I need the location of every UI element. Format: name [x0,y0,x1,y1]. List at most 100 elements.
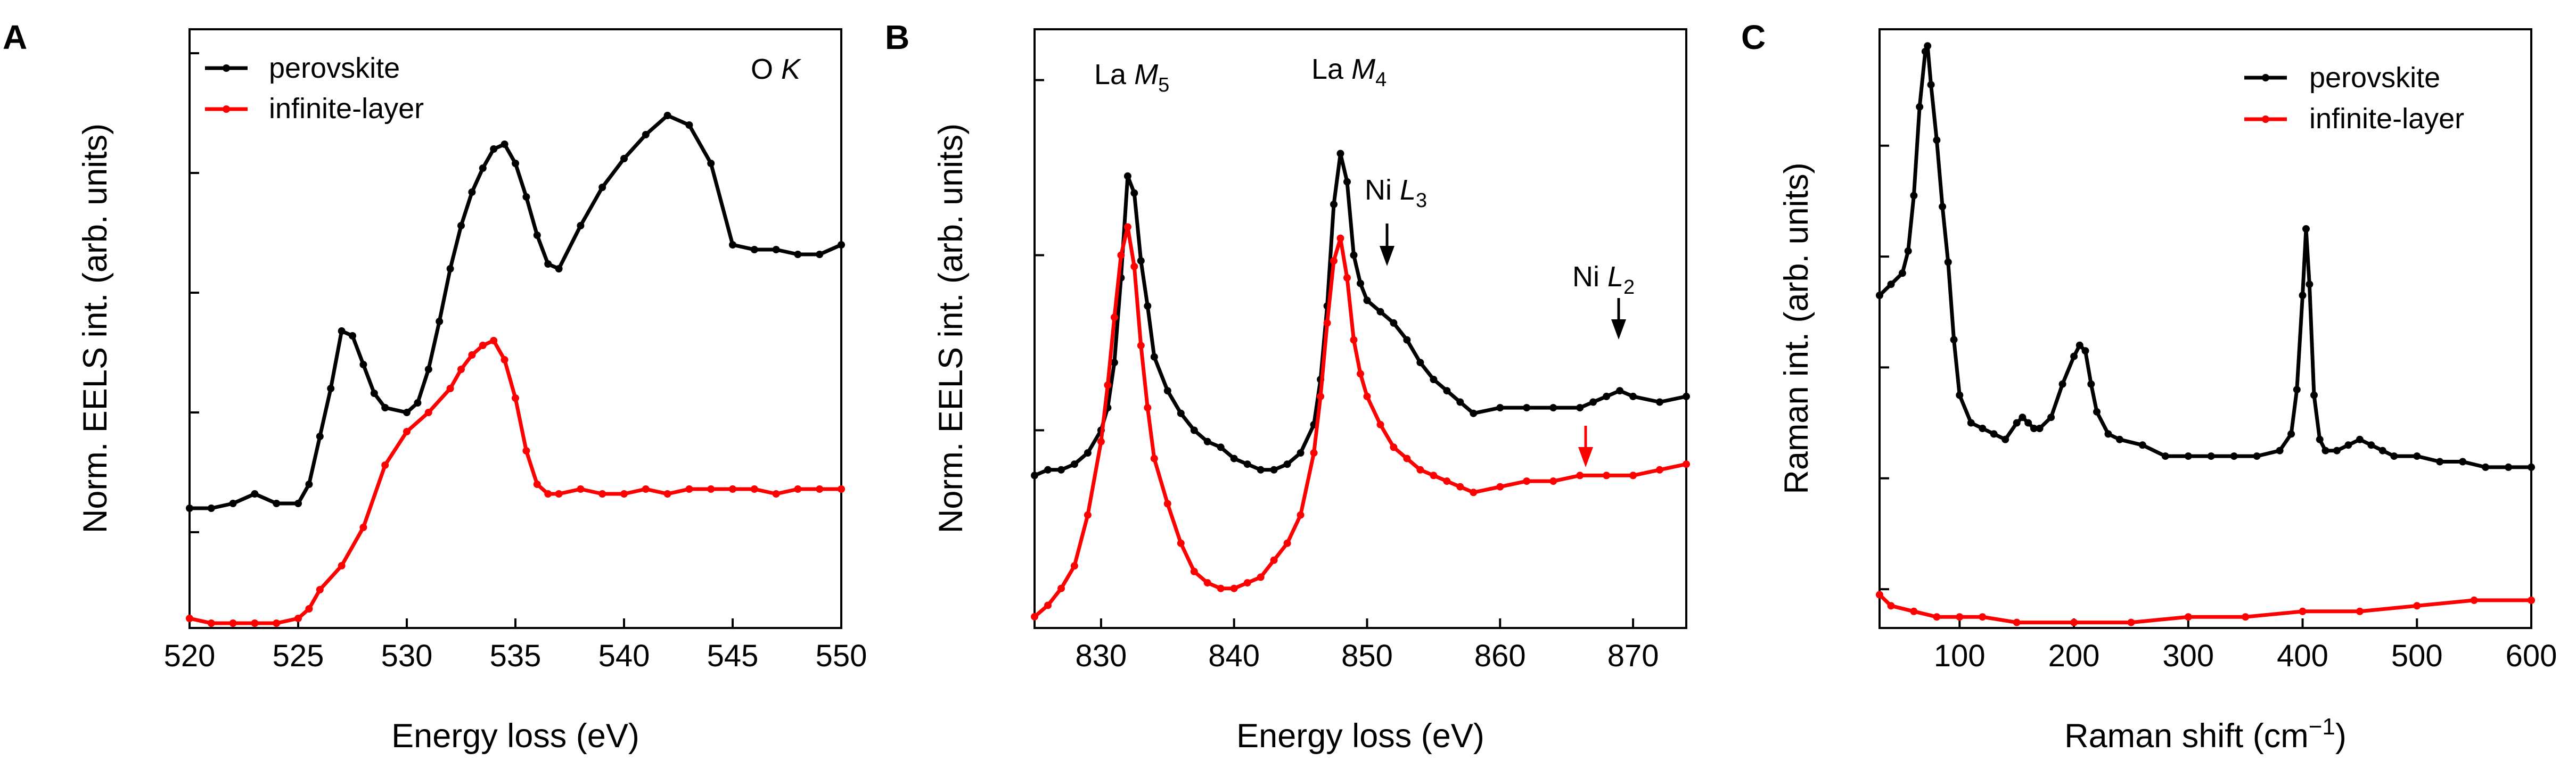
data-point-b-infinite-layer-18 [1217,584,1225,592]
data-point-c-perovskite-51 [2378,447,2386,454]
data-point-a-infinite-layer-2 [229,619,237,627]
data-point-a-perovskite-34 [685,121,693,129]
data-point-a-infinite-layer-32 [750,485,758,493]
data-point-b-perovskite-30 [1343,178,1351,186]
data-point-b-perovskite-14 [1163,387,1171,395]
data-point-c-perovskite-41 [2299,292,2307,299]
data-point-b-perovskite-35 [1390,319,1398,327]
data-point-c-perovskite-33 [2161,452,2169,460]
data-point-b-infinite-layer-21 [1257,573,1265,581]
data-point-c-perovskite-37 [2253,452,2261,460]
data-point-a-perovskite-13 [381,404,389,411]
legend-label-perovskite: perovskite [269,52,400,84]
data-point-c-perovskite-11 [1944,258,1952,266]
data-point-b-infinite-layer-35 [1390,443,1398,451]
data-point-a-infinite-layer-22 [544,490,552,498]
data-point-c-infinite-layer-1 [1887,602,1895,610]
data-point-b-perovskite-21 [1257,466,1265,474]
data-point-c-infinite-layer-8 [2127,618,2135,626]
data-point-b-infinite-layer-49 [1683,460,1690,468]
x-tick-label-c-1: 200 [2048,639,2100,673]
data-point-c-infinite-layer-3 [1933,613,1941,621]
data-point-a-perovskite-22 [490,145,498,153]
data-point-c-perovskite-7 [1924,42,1932,50]
data-point-b-infinite-layer-40 [1456,483,1464,491]
data-point-a-perovskite-31 [620,155,628,162]
x-tick-label-a-0: 520 [164,639,216,673]
arrow-ni-l3-icon [1380,224,1394,266]
data-point-b-perovskite-42 [1496,404,1504,412]
data-point-b-infinite-layer-30 [1343,274,1351,282]
data-point-a-perovskite-17 [436,318,444,325]
data-point-c-perovskite-57 [2505,463,2513,471]
panel-a: 520 525 530 535 540 545 550 Norm. EELS int. (a… [77,28,867,755]
la-m4-italic: M [1351,53,1375,85]
x-tick-label-c-0: 100 [1934,639,1986,673]
data-point-c-perovskite-38 [2276,447,2284,454]
data-point-a-perovskite-39 [794,251,802,258]
data-point-c-perovskite-52 [2390,452,2398,460]
data-point-b-infinite-layer-6 [1104,381,1112,389]
data-point-b-perovskite-0 [1031,472,1038,480]
legend-marker-infinite-layer-c [2262,115,2269,123]
data-point-b-infinite-layer-45 [1576,472,1584,480]
data-point-c-perovskite-43 [2306,280,2314,288]
legend-marker-perovskite [223,64,230,72]
data-point-a-perovskite-28 [555,265,563,272]
data-point-a-infinite-layer-34 [794,485,802,493]
series-line-b-perovskite [1033,152,1687,477]
data-point-a-perovskite-12 [370,390,378,397]
data-point-a-perovskite-16 [424,366,432,373]
raman-xlabel-sup: −1 [2309,714,2335,740]
arrow-ni-l2-red-icon [1578,426,1593,467]
data-point-a-infinite-layer-5 [294,615,302,622]
la-m4-sub: 4 [1375,69,1387,91]
panel-label-b: B [885,18,909,56]
data-point-b-perovskite-11 [1137,257,1145,265]
data-point-a-infinite-layer-9 [359,524,367,531]
data-point-a-perovskite-14 [403,409,411,416]
data-point-a-infinite-layer-36 [838,485,845,493]
data-point-a-perovskite-24 [512,160,519,167]
x-tick-label-b-3: 860 [1474,639,1526,673]
data-point-b-perovskite-36 [1403,336,1411,344]
la-m4-prefix: La [1311,53,1351,85]
x-tick-label-a-2: 530 [381,639,433,673]
legend-label-infinite-layer: infinite-layer [269,93,424,125]
data-point-a-perovskite-21 [479,164,487,172]
data-point-c-perovskite-2 [1898,269,1906,277]
data-point-a-perovskite-36 [729,241,736,249]
data-point-c-perovskite-1 [1887,280,1895,288]
data-point-b-infinite-layer-29 [1336,234,1344,242]
data-point-c-infinite-layer-14 [2470,596,2478,604]
data-point-a-infinite-layer-10 [381,461,389,469]
data-point-a-infinite-layer-13 [446,385,454,392]
data-point-b-perovskite-43 [1523,404,1531,412]
data-point-c-perovskite-20 [2024,419,2032,427]
data-point-b-infinite-layer-10 [1130,262,1138,270]
data-point-b-perovskite-50 [1656,398,1663,406]
data-point-a-perovskite-10 [349,332,356,340]
x-tick-label-a-1: 525 [273,639,324,673]
data-point-a-infinite-layer-24 [577,485,585,493]
data-point-b-perovskite-9 [1123,172,1131,180]
data-point-b-infinite-layer-14 [1163,500,1171,508]
data-point-b-perovskite-10 [1130,189,1138,197]
data-point-a-infinite-layer-4 [273,619,281,627]
data-point-c-perovskite-31 [2115,435,2123,443]
data-point-b-perovskite-45 [1576,404,1584,412]
data-point-c-perovskite-44 [2310,391,2318,399]
data-point-c-perovskite-58 [2528,463,2535,471]
panel-c-frame [1878,28,2532,629]
data-point-b-perovskite-40 [1456,398,1464,406]
panel-a-xlabel: Energy loss (eV) [391,717,639,755]
data-point-c-perovskite-4 [1910,192,1918,200]
data-point-a-perovskite-19 [457,222,465,229]
data-point-b-infinite-layer-2 [1057,584,1065,592]
x-tick-label-a-4: 540 [598,639,650,673]
data-point-b-infinite-layer-9 [1123,223,1131,231]
data-point-a-infinite-layer-23 [555,490,563,498]
data-point-b-infinite-layer-43 [1523,477,1531,485]
data-point-c-infinite-layer-6 [2013,618,2021,626]
data-point-c-infinite-layer-15 [2528,596,2535,604]
